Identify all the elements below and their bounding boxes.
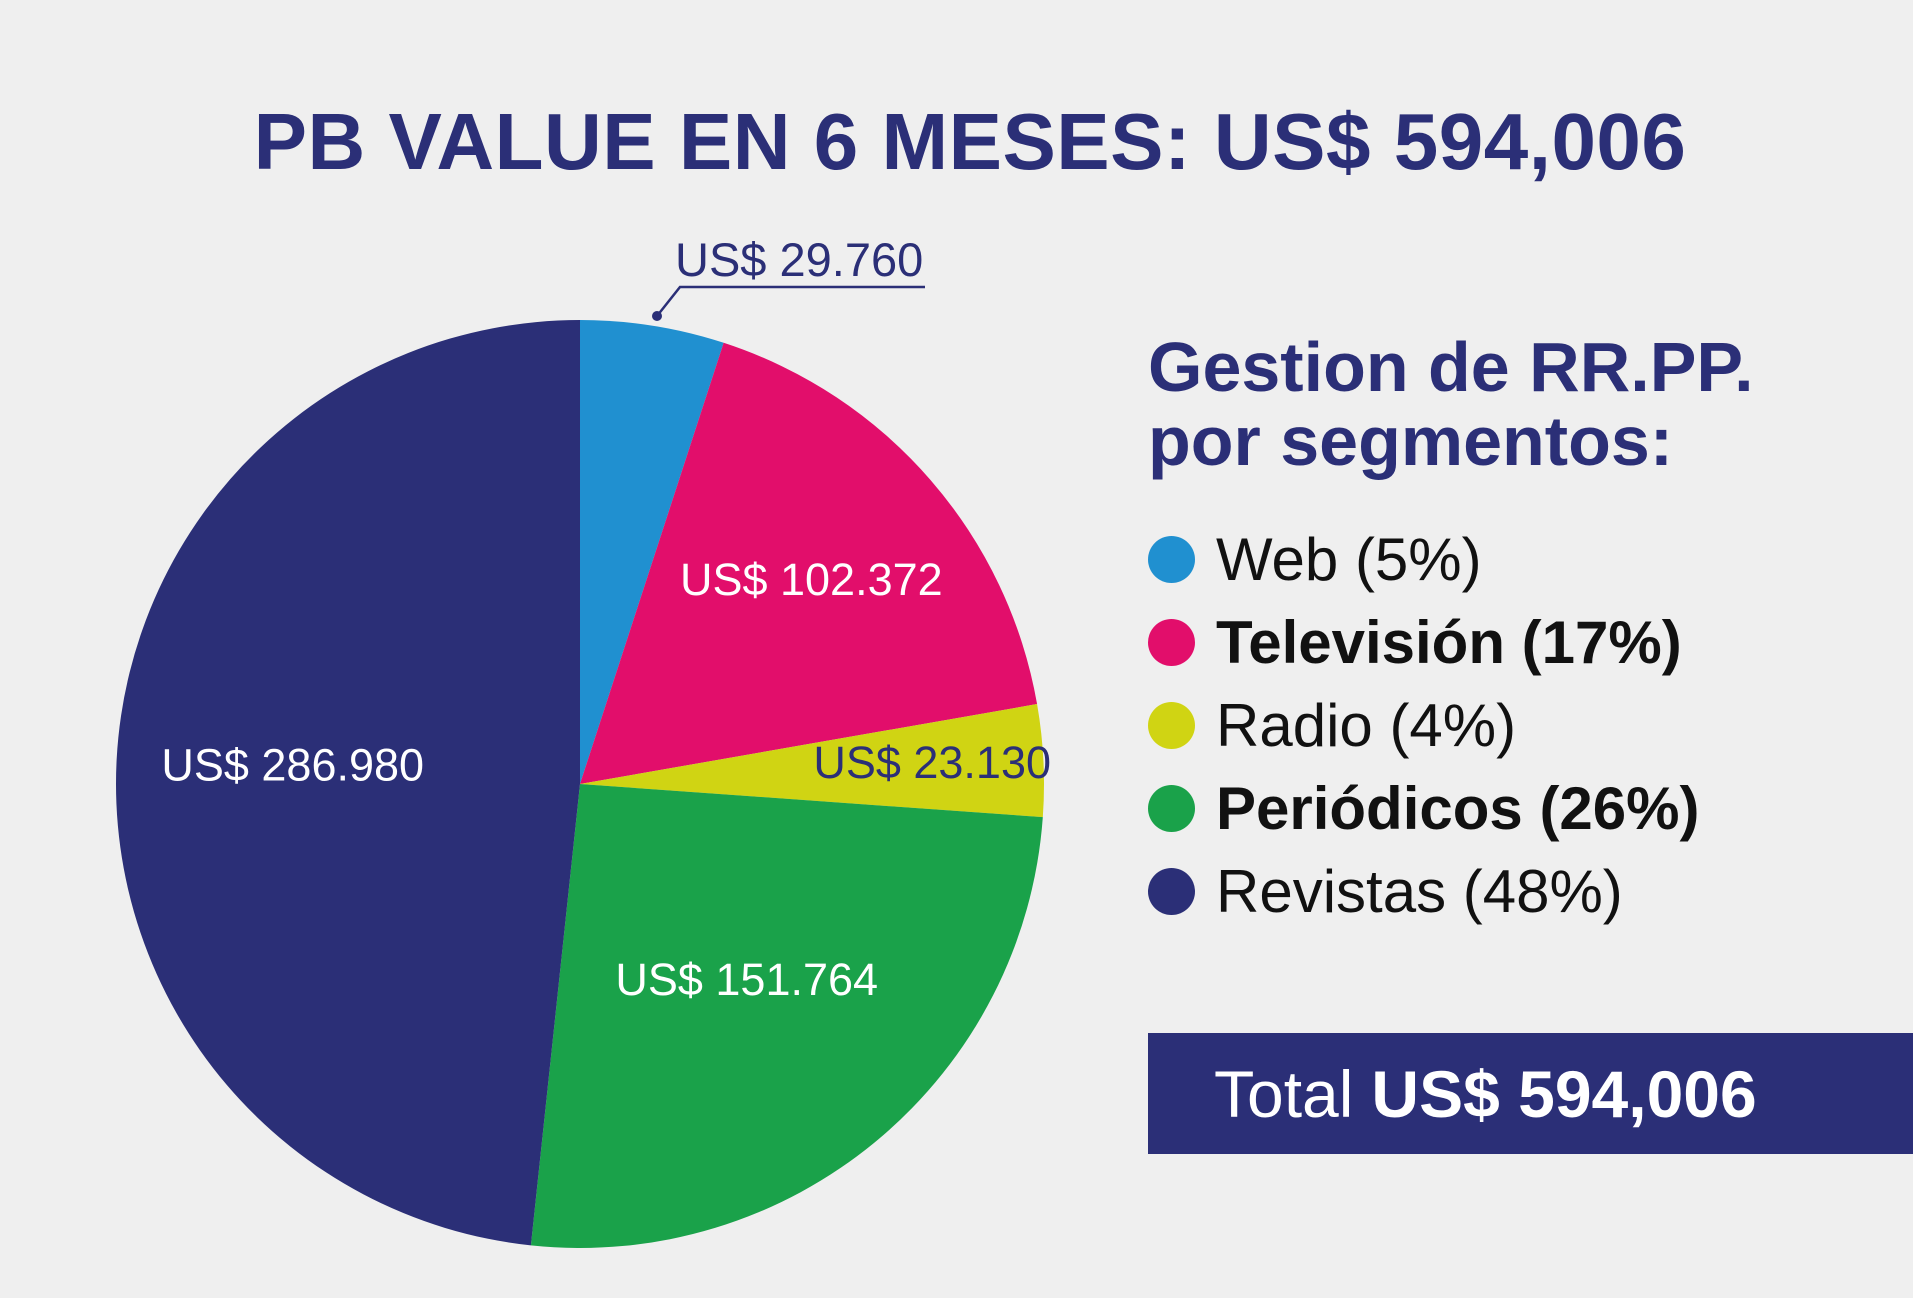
chart-title: PB VALUE EN 6 MESES: US$ 594,006	[253, 97, 1687, 186]
legend-label-periodicos: Periódicos (26%)	[1216, 775, 1700, 842]
callout-line	[656, 285, 925, 317]
legend-item-revistas: Revistas (48%)	[1148, 850, 1700, 933]
callout-dot	[652, 311, 662, 321]
legend-swatch-television	[1148, 619, 1195, 666]
slice-label-revistas: US$ 286.980	[161, 740, 424, 791]
legend-item-radio: Radio (4%)	[1148, 684, 1700, 767]
pie-slice-web	[580, 320, 724, 784]
total-label: Total	[1214, 1056, 1354, 1131]
legend-item-television: Televisión (17%)	[1148, 601, 1700, 684]
slice-label-web: US$ 29.760	[675, 233, 924, 286]
legend-swatch-radio	[1148, 702, 1195, 749]
legend-item-web: Web (5%)	[1148, 518, 1700, 601]
slice-label-television: US$ 102.372	[680, 554, 943, 605]
slice-label-periodicos: US$ 151.764	[615, 954, 878, 1005]
legend-label-radio: Radio (4%)	[1216, 692, 1517, 759]
slice-label-radio: US$ 23.130	[813, 737, 1051, 788]
legend-label-revistas: Revistas (48%)	[1216, 858, 1623, 925]
pie-slice-revistas	[115, 320, 580, 1246]
pie-slice-periodicos	[530, 784, 1043, 1248]
legend-heading-line2: por segmentos:	[1148, 402, 1674, 480]
legend-swatch-periodicos	[1148, 785, 1195, 832]
legend-item-periodicos: Periódicos (26%)	[1148, 767, 1700, 850]
legend-heading: Gestion de RR.PP. por segmentos:	[1148, 330, 1754, 478]
pie-slice-radio	[580, 704, 1044, 818]
legend-heading-line1: Gestion de RR.PP.	[1148, 328, 1754, 406]
legend-swatch-revistas	[1148, 868, 1195, 915]
total-value: US$ 594,006	[1371, 1056, 1757, 1131]
legend-label-television: Televisión (17%)	[1216, 609, 1682, 676]
pie-slice-television	[580, 342, 1038, 784]
legend-swatch-web	[1148, 536, 1195, 583]
legend-label-web: Web (5%)	[1216, 526, 1482, 593]
callout-leader	[652, 285, 925, 321]
legend: Web (5%) Televisión (17%) Radio (4%) Per…	[1148, 518, 1700, 933]
total-box: Total US$ 594,006	[1148, 1033, 1913, 1154]
